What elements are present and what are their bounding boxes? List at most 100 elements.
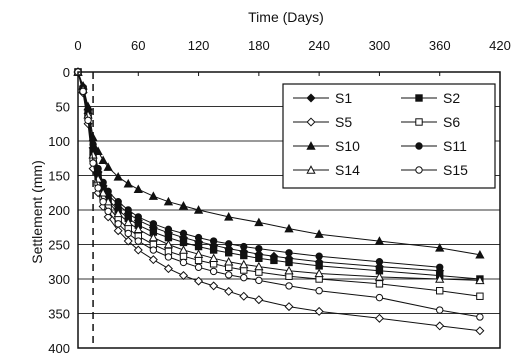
series-s10-point xyxy=(103,162,113,171)
series-s14-point xyxy=(239,259,249,269)
x-tick-label-60: 60 xyxy=(131,38,145,53)
series-s5-point xyxy=(435,321,445,331)
series-s15-point xyxy=(94,184,102,192)
y-axis-title: Settlement (mm) xyxy=(29,160,45,263)
series-s2-point xyxy=(240,251,248,260)
series-s15-point xyxy=(114,220,122,228)
series-s11-point xyxy=(436,263,444,271)
series-s11-point xyxy=(225,240,233,248)
series-s11-point xyxy=(255,244,263,253)
series-s2-point xyxy=(194,242,203,251)
series-s15-point xyxy=(375,293,384,302)
series-s15-point xyxy=(240,273,248,282)
series-s5-point xyxy=(178,271,189,281)
y-tick-label-200: 200 xyxy=(48,203,70,218)
series-s11-point xyxy=(209,237,218,245)
series-s15-point xyxy=(84,116,92,125)
series-s15-point xyxy=(209,267,218,276)
series-s10-point xyxy=(93,146,103,156)
x-tick-label-240: 240 xyxy=(308,38,330,53)
y-tick-label-0: 0 xyxy=(63,65,70,80)
series-s2-point xyxy=(255,254,263,263)
legend-label-s15: S15 xyxy=(443,162,468,178)
series-s11-point xyxy=(134,213,142,221)
series-s11-point xyxy=(240,242,248,251)
legend-label-s2: S2 xyxy=(443,90,460,106)
series-s5-point xyxy=(194,276,204,286)
legend-label-s1: S1 xyxy=(335,90,352,106)
series-s10-point xyxy=(123,178,133,188)
series-s5-point xyxy=(133,245,143,255)
legend-marker-s10 xyxy=(306,141,316,150)
series-s10-point xyxy=(374,236,385,245)
series-s5-point xyxy=(475,326,485,336)
legend-label-s5: S5 xyxy=(335,114,352,130)
series-s10-point xyxy=(254,217,264,227)
y-tick-label-300: 300 xyxy=(48,272,70,287)
series-s5-point xyxy=(224,286,234,296)
series-s14-point xyxy=(178,245,189,254)
legend-box xyxy=(282,83,496,189)
y-tick-label-250: 250 xyxy=(48,238,70,253)
series-s11-point xyxy=(179,229,188,238)
series-s2-point xyxy=(285,258,293,267)
series-s6-point xyxy=(375,280,384,288)
y-tick-label-100: 100 xyxy=(48,134,70,149)
series-s5-point xyxy=(113,226,123,236)
series-s5-point xyxy=(314,306,324,316)
series-s15-point xyxy=(164,253,173,261)
series-s10-point xyxy=(98,155,108,165)
series-s15-point xyxy=(476,313,484,321)
series-s14-point xyxy=(133,224,143,234)
series-s14-point xyxy=(113,208,123,218)
legend-marker-s6 xyxy=(415,118,423,126)
series-s14-point xyxy=(254,261,264,271)
legend-marker-s14 xyxy=(306,165,316,174)
series-s10-point xyxy=(435,243,445,252)
legend-marker-s5 xyxy=(306,117,316,127)
series-s15-point xyxy=(99,198,107,206)
plot-frame xyxy=(77,71,501,349)
series-s15-point xyxy=(436,306,444,314)
legend: S1 S2 S5 S6 S10 S11 S14 S15 xyxy=(282,83,496,189)
series-s10-point xyxy=(178,201,189,210)
x-axis-ticks: 0 60 120 180 240 300 360 420 xyxy=(74,38,511,76)
series-s14-point xyxy=(435,274,445,283)
series-s6-point xyxy=(194,256,203,265)
y-tick-label-150: 150 xyxy=(48,169,70,184)
series-s5-point xyxy=(123,236,133,246)
series-s14-point xyxy=(314,268,324,278)
series-s5-point xyxy=(254,295,264,305)
series-s11-point xyxy=(285,249,293,257)
series-s2-point xyxy=(179,238,188,247)
series-s5-point xyxy=(209,281,219,291)
x-tick-label-180: 180 xyxy=(248,38,270,53)
series-s5-point xyxy=(163,264,173,274)
series-s11-point xyxy=(315,252,323,260)
series-s10-point xyxy=(193,205,204,214)
legend-marker-s11 xyxy=(415,142,423,150)
series-s11-point xyxy=(375,258,384,266)
x-tick-label-420: 420 xyxy=(489,38,511,53)
series-s14-point xyxy=(475,275,485,285)
legend-marker-s1 xyxy=(306,93,316,103)
series-s10-point xyxy=(163,196,174,206)
y-axis-ticks: 0 50 100 150 200 250 300 350 400 xyxy=(48,65,82,353)
series-s15-point xyxy=(149,246,158,254)
series-s10-point xyxy=(224,212,234,221)
legend-marker-s2 xyxy=(415,94,423,102)
series-s10-point xyxy=(113,172,123,181)
series-s6-point xyxy=(436,287,444,295)
series-s14-point xyxy=(88,149,98,159)
series-s10-point xyxy=(148,191,158,200)
series-s5-point xyxy=(148,255,158,265)
series-s15-point xyxy=(179,258,188,267)
series-s15-point xyxy=(194,263,203,271)
legend-label-s10: S10 xyxy=(335,138,360,154)
series-s6-point xyxy=(476,292,484,300)
y-tick-label-50: 50 xyxy=(56,100,70,115)
series-s5-point xyxy=(103,212,113,222)
series-s14-point xyxy=(284,265,294,275)
series-s15 xyxy=(74,68,484,321)
